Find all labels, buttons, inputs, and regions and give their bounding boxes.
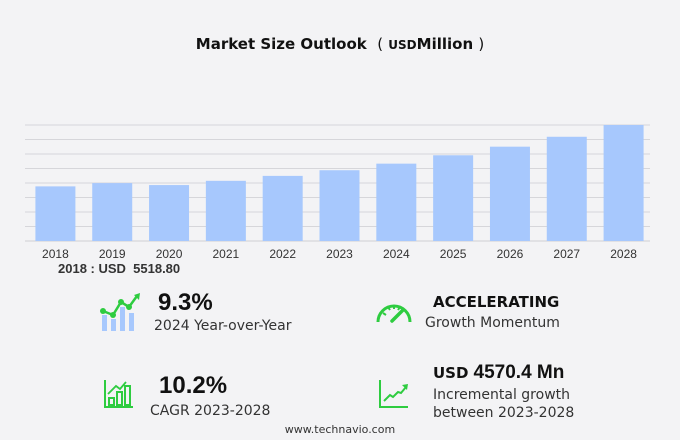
x-tick-label: 2028 — [610, 247, 637, 260]
speedometer-icon — [376, 304, 412, 323]
x-tick-label: 2025 — [440, 247, 467, 260]
title-main: Market Size Outlook — [195, 35, 367, 53]
x-tick-label: 2026 — [497, 247, 524, 260]
bar-2018 — [35, 186, 76, 241]
cagr-label: CAGR 2023-2028 — [150, 403, 271, 419]
trend-line-icon — [379, 380, 408, 408]
first-year-value: 2018 : USD 5518.80 — [58, 261, 181, 276]
momentum-value: ACCELERATING — [433, 293, 560, 311]
bar-2027 — [546, 136, 587, 241]
x-tick-label: 2024 — [383, 247, 410, 260]
title-paren: ( — [377, 35, 384, 53]
bar-2022 — [262, 175, 303, 241]
x-tick-label: 2020 — [156, 247, 183, 260]
momentum-label: Growth Momentum — [425, 315, 560, 331]
bar-chart: 2018 2019 2020 2021 2022 2023 2024 2025 2026 2027… — [25, 124, 650, 260]
yoy-label: 2024 Year-over-Year — [154, 318, 292, 334]
bar-2019 — [92, 183, 133, 241]
cagr-value: 10.2% — [159, 372, 228, 399]
chart-title: Market Size Outlook ( USDMillion ) — [0, 35, 680, 53]
title-scale: Million — [416, 35, 474, 53]
x-tick-label: 2019 — [99, 247, 126, 260]
title-paren: ) — [478, 35, 485, 53]
bar-2024 — [376, 163, 417, 241]
x-tick-label: 2022 — [269, 247, 296, 260]
bar-2021 — [205, 180, 246, 241]
bar-2025 — [433, 155, 474, 241]
yoy-value: 9.3% — [158, 289, 213, 316]
bar-2023 — [319, 170, 360, 241]
growth-chart-icon — [100, 293, 140, 331]
incremental-unit: USD — [433, 364, 469, 382]
footer-url[interactable]: www.technavio.com — [284, 423, 396, 436]
x-tick-label: 2018 — [42, 247, 69, 260]
bar-2028 — [603, 125, 644, 241]
x-tick-label: 2021 — [213, 247, 240, 260]
bar-2020 — [149, 185, 190, 241]
x-tick-label: 2027 — [553, 247, 580, 260]
incremental-label-1: Incremental growth — [433, 387, 571, 403]
bar-2026 — [489, 146, 530, 241]
incremental-label-2: between 2023-2028 — [433, 405, 575, 421]
incremental-value: 4570.4 Mn — [473, 362, 565, 383]
x-tick-label: 2023 — [326, 247, 353, 260]
title-unit: USD — [388, 38, 417, 52]
bar-growth-icon — [104, 380, 133, 408]
